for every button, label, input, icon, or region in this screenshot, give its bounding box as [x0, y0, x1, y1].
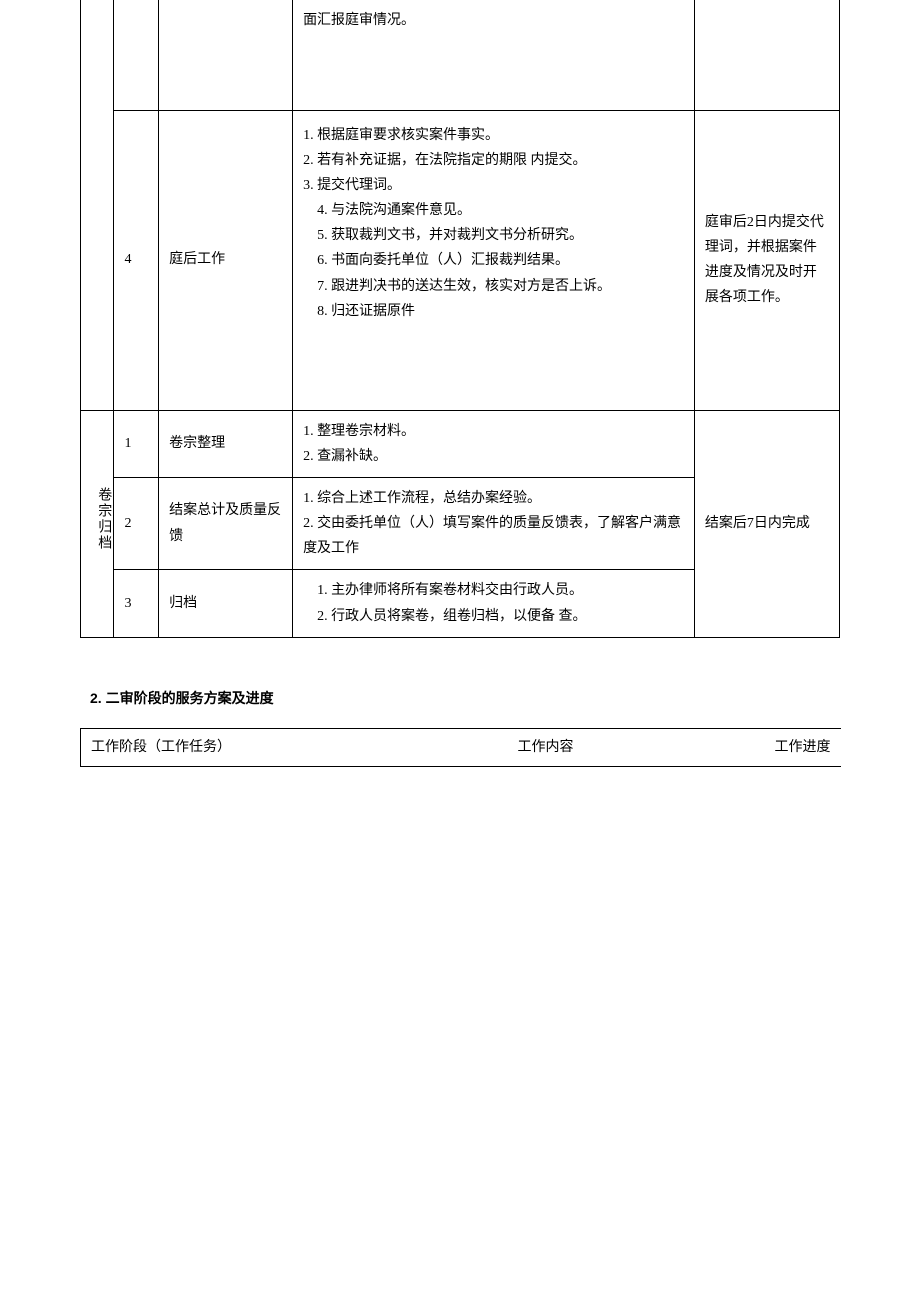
content-line: 5. 获取裁判文书，并对裁判文书分析研究。 [303, 223, 684, 248]
content-line: 7. 跟进判决书的送达生效，核实对方是否上诉。 [303, 274, 684, 299]
task-cell: 归档 [159, 570, 293, 637]
content-line: 2. 若有补充证据，在法院指定的期限 内提交。 [303, 148, 684, 173]
content-line: 8. 归还证据原件 [303, 299, 684, 324]
stage-cell: 卷宗归档 [81, 410, 114, 637]
document-page: 面汇报庭审情况。 4 庭后工作 1. 根据庭审要求核实案件事实。 2. 若有补充… [0, 0, 920, 807]
content-line: 2. 行政人员将案卷，组卷归档，以便备 查。 [303, 604, 684, 629]
content-line: 1. 主办律师将所有案卷材料交由行政人员。 [303, 578, 684, 603]
task-cell: 结案总计及质量反馈 [159, 477, 293, 570]
header-cell: 工作阶段（工作任务） [81, 728, 391, 766]
table-row: 卷宗归档 1 卷宗整理 1. 整理卷宗材料。 2. 查漏补缺。 结案后7日内完成 [81, 410, 840, 477]
table-row: 面汇报庭审情况。 [81, 0, 840, 110]
header-cell: 工作内容 [391, 728, 701, 766]
num-cell: 4 [114, 110, 159, 410]
task-cell: 卷宗整理 [159, 410, 293, 477]
content-cell: 1. 综合上述工作流程，总结办案经验。 2. 交由委托单位（人）填写案件的质量反… [293, 477, 695, 570]
stage-cell-empty [81, 0, 114, 410]
content-line: 1. 根据庭审要求核实案件事实。 [303, 123, 684, 148]
header-cell: 工作进度 [701, 728, 841, 766]
num-cell [114, 0, 159, 110]
progress-cell [694, 0, 839, 110]
content-line: 4. 与法院沟通案件意见。 [303, 198, 684, 223]
table-row: 4 庭后工作 1. 根据庭审要求核实案件事实。 2. 若有补充证据，在法院指定的… [81, 110, 840, 410]
content-line: 1. 整理卷宗材料。 [303, 419, 684, 444]
content-cell: 1. 主办律师将所有案卷材料交由行政人员。 2. 行政人员将案卷，组卷归档，以便… [293, 570, 695, 637]
table-2: 工作阶段（工作任务） 工作内容 工作进度 [80, 728, 841, 767]
progress-cell: 结案后7日内完成 [694, 410, 839, 637]
content-text: 面汇报庭审情况。 [303, 13, 415, 28]
content-line: 3. 提交代理词。 [303, 173, 684, 198]
num-cell: 2 [114, 477, 159, 570]
content-line: 6. 书面向委托单位（人）汇报裁判结果。 [303, 248, 684, 273]
task-cell: 庭后工作 [159, 110, 293, 410]
num-cell: 1 [114, 410, 159, 477]
content-cell: 面汇报庭审情况。 [293, 0, 695, 110]
progress-cell: 庭审后2日内提交代理词，并根据案件进度及情况及时开展各项工作。 [694, 110, 839, 410]
section-title: 2. 二审阶段的服务方案及进度 [80, 688, 840, 708]
table-header-row: 工作阶段（工作任务） 工作内容 工作进度 [81, 728, 841, 766]
content-line: 2. 查漏补缺。 [303, 444, 684, 469]
num-cell: 3 [114, 570, 159, 637]
table-1: 面汇报庭审情况。 4 庭后工作 1. 根据庭审要求核实案件事实。 2. 若有补充… [80, 0, 840, 638]
stage-label: 卷宗归档 [91, 487, 116, 551]
content-cell: 1. 整理卷宗材料。 2. 查漏补缺。 [293, 410, 695, 477]
task-cell [159, 0, 293, 110]
content-cell: 1. 根据庭审要求核实案件事实。 2. 若有补充证据，在法院指定的期限 内提交。… [293, 110, 695, 410]
content-line: 1. 综合上述工作流程，总结办案经验。 [303, 486, 684, 511]
content-line: 2. 交由委托单位（人）填写案件的质量反馈表，了解客户满意度及工作 [303, 511, 684, 561]
